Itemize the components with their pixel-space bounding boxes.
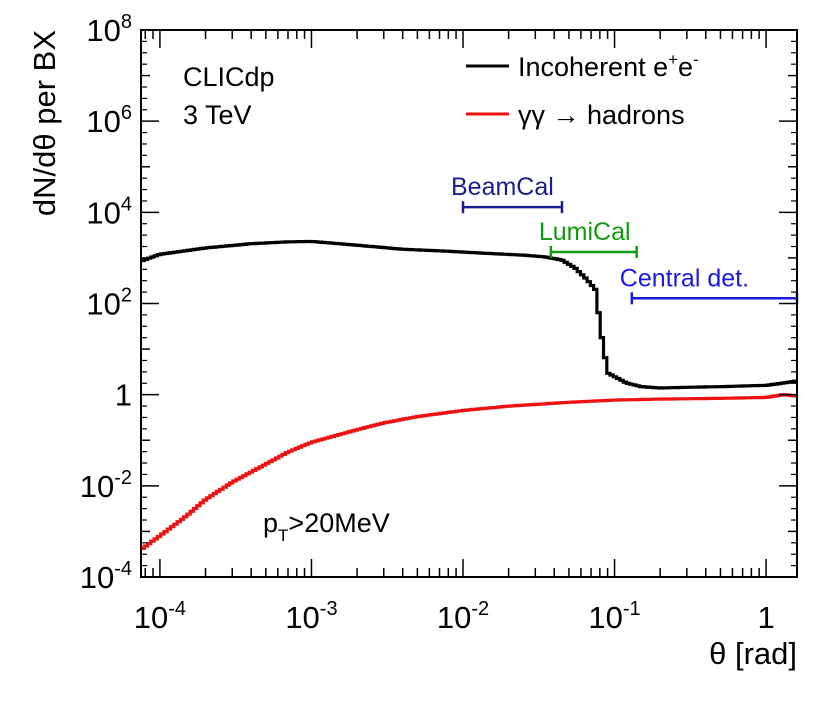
y-tick-label: 10-4: [80, 558, 132, 595]
ranges-layer: BeamCal LumiCal Central det.: [451, 173, 799, 305]
y-tick-exp: 2: [121, 285, 132, 307]
y-tick-base: 10: [86, 104, 120, 139]
x-tick-exp: -3: [320, 598, 338, 620]
range-label: BeamCal: [451, 173, 554, 201]
x-tick-label: 10-3: [285, 598, 337, 635]
y-tick-label: 104: [86, 193, 132, 230]
y-tick-exp: -2: [114, 467, 132, 489]
range-label: Central det.: [620, 264, 749, 292]
series-layer: [140, 239, 798, 550]
range-1: LumiCal: [539, 218, 638, 258]
pt-cut-rest: >20MeV: [288, 508, 389, 538]
legend-label-incoherent: Incoherent e+e-: [518, 50, 699, 82]
range-0: BeamCal: [451, 173, 564, 214]
y-tick-base: 10: [80, 469, 114, 504]
x-tick-base: 10: [134, 600, 168, 635]
pt-cut-sub: T: [278, 526, 288, 545]
x-tick-label: 10-2: [437, 598, 489, 635]
pt-cut-label: pT>20MeV: [263, 508, 390, 545]
series-0-line: [141, 239, 797, 390]
y-tick-base: 10: [86, 13, 120, 48]
legend-incoherent-main: Incoherent e: [518, 52, 668, 82]
y-tick-exp: 4: [121, 193, 132, 215]
x-tick-base: 10: [437, 600, 471, 635]
y-tick-base: 10: [86, 287, 120, 322]
y-tick-exp: 6: [121, 102, 132, 124]
series-1-line: [141, 393, 797, 550]
experiment-label: CLICdp: [183, 62, 275, 92]
x-tick-base: 10: [285, 600, 319, 635]
x-tick-label: 10-4: [134, 598, 186, 635]
range-2: Central det.: [620, 264, 799, 305]
y-tick-base: 1: [115, 378, 132, 413]
y-tick-label: 102: [86, 285, 132, 322]
legend-incoherent-sup1: +: [668, 50, 678, 69]
legend-incoherent-sup2: -: [693, 50, 699, 69]
x-tick-exp: -2: [471, 598, 489, 620]
x-tick-exp: -1: [623, 598, 641, 620]
y-tick-base: 10: [86, 195, 120, 230]
x-tick-exp: -4: [168, 598, 186, 620]
x-tick-label: 1: [757, 600, 774, 635]
x-tick-label: 10-1: [588, 598, 640, 635]
legend-incoherent-mid: e: [678, 52, 693, 82]
y-tick-exp: -4: [114, 558, 132, 580]
legend: Incoherent e+e- γγ → hadrons: [466, 50, 699, 130]
plot-frame: [140, 29, 798, 578]
y-tick-label: 106: [86, 102, 132, 139]
energy-label: 3 TeV: [183, 100, 252, 130]
y-tick-label: 108: [86, 11, 132, 48]
y-axis-title: dN/dθ per BX: [27, 30, 62, 216]
y-tick-exp: 8: [121, 11, 132, 33]
pt-cut-p: p: [263, 508, 278, 538]
x-tick-base: 1: [757, 600, 774, 635]
legend-label-hadrons: γγ → hadrons: [518, 100, 685, 130]
y-tick-base: 10: [80, 560, 114, 595]
x-axis-title: θ [rad]: [709, 636, 797, 671]
axes-layer: [141, 29, 797, 578]
y-tick-label: 1: [115, 378, 132, 413]
y-tick-label: 10-2: [80, 467, 132, 504]
x-tick-base: 10: [588, 600, 622, 635]
range-label: LumiCal: [539, 218, 631, 246]
